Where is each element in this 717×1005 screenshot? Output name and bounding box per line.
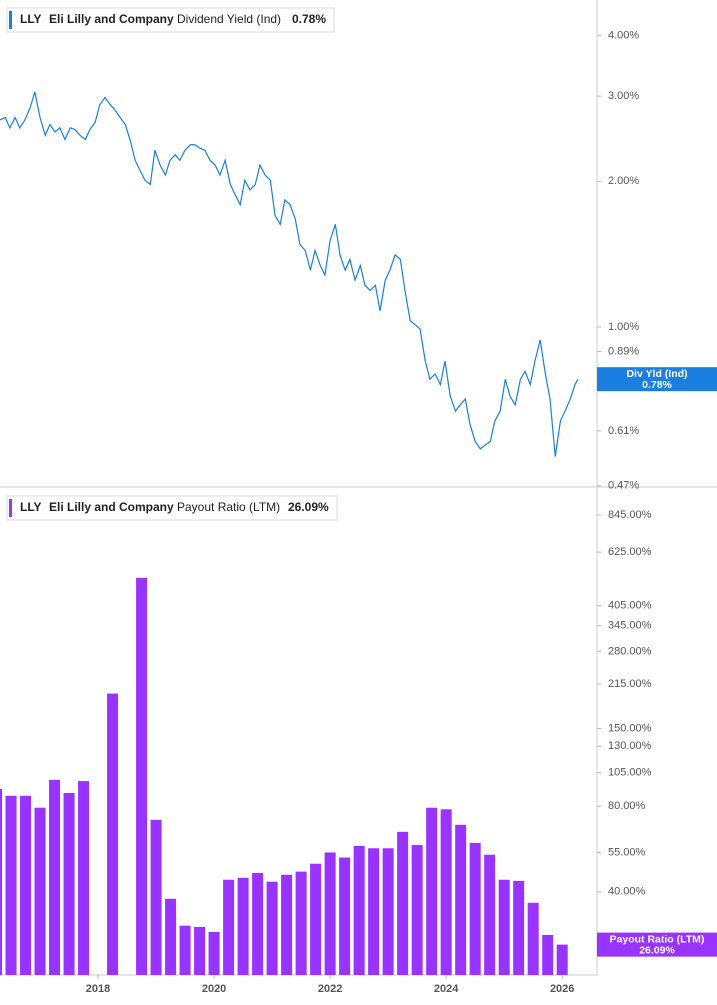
y-tick-label: 150.00% [608,722,652,734]
legend: LLY Eli Lilly and Company Dividend Yield… [6,7,335,33]
tag-label: Div Yld (Ind) [626,368,687,380]
legend-series: Dividend Yield (Ind) [177,12,281,26]
plot-area [0,91,579,975]
legend-swatch [9,499,12,517]
x-tick-label: 2018 [86,983,110,995]
bar [49,779,61,975]
tag-value: 26.09% [639,944,675,956]
y-tick-label: 105.00% [608,766,652,778]
bar [78,781,90,975]
current-value-tag [597,367,717,392]
bar [440,809,452,975]
bar [5,795,17,975]
x-tick-label: 2026 [550,983,574,995]
legend-series: Payout Ratio (LTM) [177,500,280,514]
legend-value: 0.78% [292,12,326,26]
x-tick-label: 2022 [318,983,342,995]
bar [266,881,278,975]
y-tick-label: 405.00% [608,600,652,612]
y-tick-label: 280.00% [608,645,652,657]
y-tick-label: 345.00% [608,620,652,632]
bar [208,931,220,975]
bar [353,845,365,975]
bar [150,819,162,975]
bar [63,793,75,975]
y-tick-label: 3.00% [608,90,639,102]
bar [498,879,510,975]
tag-value: 0.78% [642,379,672,391]
bar [484,854,496,975]
bar [252,872,264,975]
bar [223,879,235,975]
legend-ticker: LLY [20,12,42,26]
bar [310,863,322,975]
bar [295,871,307,975]
x-tick-label: 2020 [202,983,226,995]
bar [194,926,206,975]
bar [281,874,293,975]
y-tick-label: 40.00% [608,886,646,898]
y-tick-label: 1.00% [608,321,639,333]
legend-company: Eli Lilly and Company [49,12,174,26]
bar [542,934,554,975]
bar [107,693,119,975]
bar [0,788,3,975]
bar [368,848,380,975]
bar [513,880,525,975]
y-tick-label: 0.61% [608,425,639,437]
bar [527,902,539,975]
y-tick-label: 80.00% [608,800,646,812]
x-tick-label: 2024 [434,983,459,995]
bar [469,842,481,975]
bar [411,845,423,975]
bar [34,807,46,975]
y-tick-label: 4.00% [608,30,639,42]
legend-company: Eli Lilly and Company [49,500,174,514]
bar [179,925,191,975]
legend-box [6,495,338,521]
bar [324,852,336,975]
y-tick-label: 130.00% [608,740,652,752]
bar [426,807,438,975]
legend-value: 26.09% [288,500,329,514]
legend-ticker: LLY [20,500,42,514]
current-value-tag [597,932,717,957]
y-tick-label: 215.00% [608,678,652,690]
bar [165,898,177,975]
legend: LLY Eli Lilly and Company Payout Ratio (… [6,495,338,521]
y-tick-label: 0.47% [608,480,639,492]
bar [455,824,467,975]
y-tick-label: 2.00% [608,175,639,187]
y-tick-label: 55.00% [608,846,646,858]
bar [136,577,148,975]
line [0,91,579,457]
tag-label: Payout Ratio (LTM) [610,933,705,945]
bar [397,831,409,975]
legend-box [6,7,335,33]
y-tick-label: 0.89% [608,345,639,357]
y-tick-label: 625.00% [608,546,652,558]
bar [382,848,394,975]
bar [339,857,351,975]
bar [556,944,568,975]
bar [237,877,249,975]
bar [20,795,32,975]
legend-swatch [9,11,12,29]
y-tick-label: 845.00% [608,509,652,521]
